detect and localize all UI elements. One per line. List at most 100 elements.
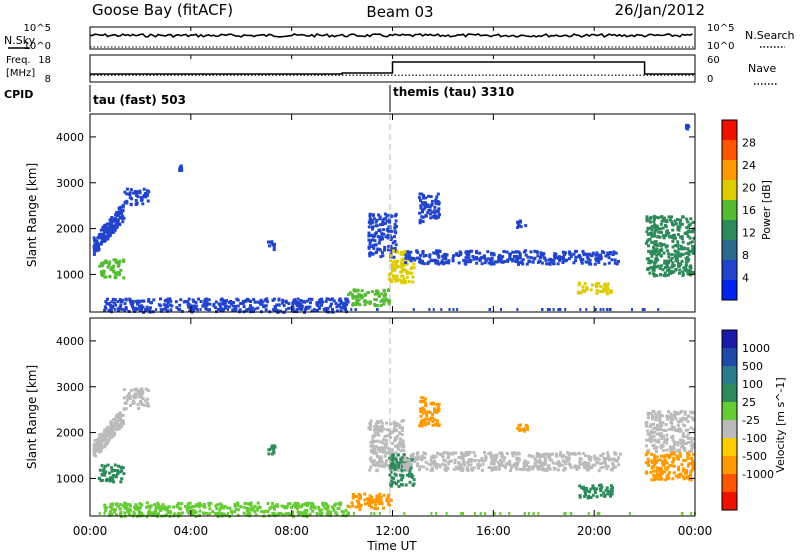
scatter-cell xyxy=(653,455,657,459)
near-range-cell xyxy=(161,308,164,311)
scatter-cell xyxy=(689,217,693,221)
scatter-cell xyxy=(661,226,665,230)
scatter-cell xyxy=(373,449,377,453)
scatter-cell xyxy=(670,215,674,219)
scatter-cell xyxy=(492,252,496,256)
scatter-cell xyxy=(350,501,354,505)
scatter-cell xyxy=(421,220,425,223)
scatter-cell xyxy=(436,419,439,423)
scatter-cell xyxy=(522,250,526,254)
scatter-cell xyxy=(246,298,250,302)
scatter-cell xyxy=(124,401,128,405)
scatter-cell xyxy=(526,468,530,472)
colorbar-swatch xyxy=(722,402,737,421)
scatter-cell xyxy=(242,305,246,309)
scatter-cell xyxy=(121,203,125,207)
scatter-cell xyxy=(472,451,476,454)
scatter-cell xyxy=(427,194,430,198)
scatter-cell xyxy=(370,221,374,225)
colorbar-tick-label: -500 xyxy=(742,450,767,463)
scatter-cell xyxy=(606,282,610,286)
scatter-cell xyxy=(479,256,483,260)
scatter-cell xyxy=(297,512,301,516)
scatter-cell xyxy=(355,295,359,299)
scatter-cell xyxy=(113,301,117,305)
scatter-cell xyxy=(99,449,103,453)
scatter-cell xyxy=(139,309,142,313)
scatter-cell xyxy=(419,259,423,263)
scatter-cell xyxy=(159,308,163,312)
scatter-cell xyxy=(594,253,598,257)
scatter-cell xyxy=(135,201,139,205)
scatter-cell xyxy=(555,462,558,466)
scatter-cell xyxy=(360,296,363,300)
scatter-cell xyxy=(500,453,504,457)
scatter-cell xyxy=(663,223,667,227)
scatter-cell xyxy=(109,220,113,224)
scatter-cell xyxy=(152,298,156,302)
scatter-cell xyxy=(649,412,653,416)
scatter-cell xyxy=(219,298,223,302)
scatter-cell xyxy=(669,269,673,273)
scatter-cell xyxy=(672,413,676,417)
scatter-cell xyxy=(599,253,603,257)
scatter-cell xyxy=(193,306,197,310)
scatter-cell xyxy=(650,429,653,433)
scatter-cell xyxy=(373,463,377,467)
scatter-cell xyxy=(677,468,681,472)
scatter-cell xyxy=(524,224,528,228)
scatter-cell xyxy=(648,259,652,263)
scatter-cell xyxy=(379,255,383,259)
scatter-cell xyxy=(128,395,132,399)
scatter-cell xyxy=(418,211,422,215)
scatter-cell xyxy=(658,248,662,252)
near-range-cell xyxy=(558,308,561,311)
scatter-cell xyxy=(109,503,113,506)
scatter-cell xyxy=(224,306,228,310)
colorbar-tick-label: -25 xyxy=(742,414,760,427)
scatter-cell xyxy=(424,397,427,401)
scatter-cell xyxy=(674,474,678,478)
scatter-cell xyxy=(667,231,671,235)
scatter-cell xyxy=(102,269,106,273)
scatter-cell xyxy=(521,468,525,471)
scatter-cell xyxy=(533,464,537,468)
scatter-cell xyxy=(644,444,648,448)
near-range-cell xyxy=(343,308,346,311)
scatter-cell xyxy=(678,268,682,272)
scatter-cell xyxy=(682,467,686,471)
scatter-cell xyxy=(195,503,199,507)
scatter-cell xyxy=(604,457,608,461)
near-range-cell xyxy=(548,308,551,311)
near-range-cell xyxy=(527,512,530,515)
scatter-cell xyxy=(673,249,677,253)
scatter-cell xyxy=(422,201,426,205)
scatter-cell xyxy=(492,262,496,266)
scatter-cell xyxy=(94,249,98,253)
scatter-cell xyxy=(390,479,394,483)
scatter-cell xyxy=(456,467,459,471)
scatter-cell xyxy=(540,467,543,471)
scatter-cell xyxy=(182,300,186,304)
scatter-cell xyxy=(658,418,661,422)
scatter-cell xyxy=(649,226,653,230)
scatter-cell xyxy=(653,458,657,462)
scatter-cell xyxy=(660,437,664,440)
scatter-cell xyxy=(401,442,405,446)
scatter-cell xyxy=(661,470,665,474)
scatter-cell xyxy=(681,272,685,276)
scatter-cell xyxy=(395,428,398,432)
scatter-cell xyxy=(198,502,201,506)
scatter-cell xyxy=(685,123,689,127)
scatter-cell xyxy=(102,435,106,439)
scatter-cell xyxy=(677,411,681,415)
scatter-cell xyxy=(594,457,598,461)
scatter-cell xyxy=(586,496,590,500)
scatter-cell xyxy=(517,424,521,428)
scatter-cell xyxy=(677,427,681,431)
scatter-cell xyxy=(257,300,261,304)
noise-tick-high-left: 10^5 xyxy=(24,23,51,34)
scatter-cell xyxy=(401,456,405,460)
scatter-cell xyxy=(363,492,367,496)
scatter-cell xyxy=(421,215,425,219)
